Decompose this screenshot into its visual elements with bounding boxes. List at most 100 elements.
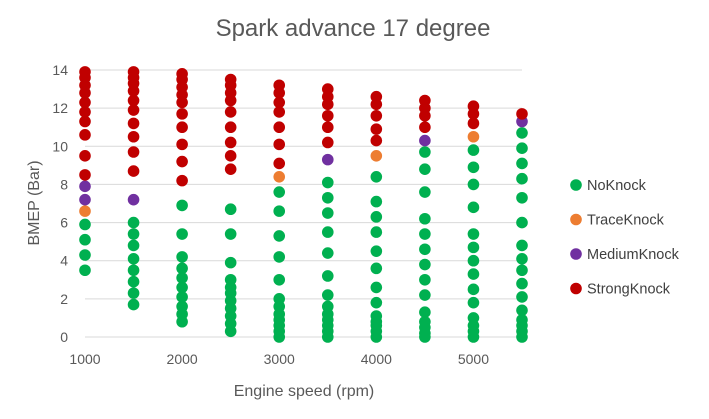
data-point — [370, 245, 383, 257]
data-point — [516, 264, 528, 277]
data-point — [419, 94, 431, 107]
legend-item: NoKnock — [570, 178, 647, 194]
data-point — [127, 146, 140, 158]
data-point — [127, 104, 140, 116]
data-point — [467, 178, 480, 191]
data-point — [419, 315, 431, 328]
data-point — [419, 163, 431, 175]
data-point — [419, 146, 431, 158]
data-point — [273, 138, 286, 151]
data-point — [224, 228, 237, 240]
data-point — [127, 94, 140, 107]
data-point — [321, 226, 334, 238]
data-point — [127, 253, 140, 265]
data-point — [79, 218, 91, 231]
data-point — [370, 262, 383, 275]
data-point — [419, 186, 431, 198]
data-point — [224, 121, 237, 134]
data-point — [321, 121, 334, 134]
data-point — [127, 228, 140, 240]
data-point — [176, 291, 188, 303]
x-axis-label: Engine speed (rpm) — [234, 383, 375, 400]
data-point — [370, 171, 383, 183]
x-tick-label: 3000 — [264, 351, 295, 367]
data-point — [176, 300, 188, 313]
data-point — [321, 176, 334, 189]
data-point — [467, 117, 480, 130]
legend-item: MediumKnock — [570, 247, 680, 263]
data-point — [127, 287, 140, 299]
series-TraceKnock — [79, 130, 480, 217]
data-point — [273, 79, 286, 92]
legend-label: TraceKnock — [587, 213, 665, 229]
data-point — [370, 310, 383, 322]
data-point — [516, 172, 528, 185]
data-point — [419, 306, 431, 319]
data-point — [176, 199, 188, 212]
x-tick-label: 4000 — [361, 351, 392, 367]
data-point — [370, 90, 383, 103]
data-point — [467, 201, 480, 214]
data-point — [370, 281, 383, 294]
y-tick-label: 10 — [52, 138, 68, 154]
data-point — [273, 157, 286, 170]
data-point — [516, 304, 528, 317]
data-point — [467, 130, 480, 143]
data-point — [79, 169, 91, 181]
data-point — [516, 291, 528, 303]
data-point — [321, 207, 334, 219]
data-point — [273, 106, 286, 118]
data-point — [79, 205, 91, 217]
data-point — [127, 130, 140, 143]
data-point — [79, 233, 91, 246]
y-axis-label: BMEP (Bar) — [26, 160, 43, 245]
data-point — [321, 153, 334, 166]
grid-layer — [85, 69, 522, 338]
data-point — [79, 150, 91, 162]
data-point — [79, 129, 91, 141]
points-layer — [79, 66, 528, 343]
data-point — [127, 298, 140, 311]
data-point — [176, 155, 188, 168]
data-point — [419, 289, 431, 301]
data-point — [79, 115, 91, 128]
data-point — [321, 300, 334, 313]
data-point — [467, 161, 480, 174]
data-point — [467, 241, 480, 254]
y-tick-label: 14 — [52, 62, 68, 78]
data-point — [467, 296, 480, 309]
data-point — [516, 216, 528, 229]
y-tick-label: 6 — [60, 215, 68, 231]
data-point — [273, 205, 286, 217]
data-point — [467, 268, 480, 280]
data-point — [224, 163, 237, 175]
data-point — [127, 193, 140, 206]
data-point — [176, 272, 188, 284]
data-point — [273, 273, 286, 286]
legend-label: MediumKnock — [587, 247, 680, 263]
data-point — [176, 68, 188, 80]
data-point — [321, 289, 334, 301]
data-point — [516, 142, 528, 154]
y-tick-label: 4 — [60, 253, 68, 269]
legend-label: NoKnock — [587, 178, 647, 194]
x-tick-label: 1000 — [69, 351, 100, 367]
data-point — [176, 281, 188, 294]
series-NoKnock — [79, 127, 528, 343]
data-point — [516, 191, 528, 204]
data-point — [176, 108, 188, 120]
data-point — [127, 66, 140, 78]
series-StrongKnock — [79, 66, 528, 187]
data-point — [370, 123, 383, 135]
data-point — [127, 239, 140, 252]
data-point — [224, 150, 237, 162]
x-tick-label: 5000 — [458, 351, 489, 367]
data-point — [176, 174, 188, 187]
data-point — [273, 121, 286, 134]
data-point — [273, 293, 286, 305]
data-point — [127, 216, 140, 229]
data-point — [79, 249, 91, 261]
tick-layer: 0 2 4 6 8 10 12 14 1000 2000 3000 4000 5000 — [52, 62, 489, 367]
